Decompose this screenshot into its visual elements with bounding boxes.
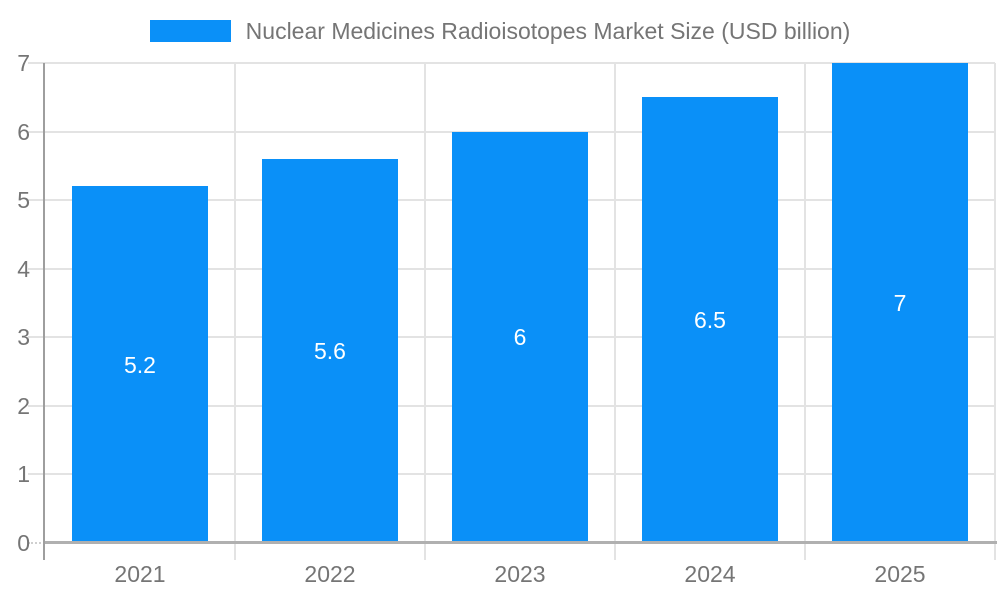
y-axis-tick-label: 7 [17, 50, 30, 76]
legend-swatch [149, 20, 231, 42]
bar-value-label: 6 [513, 324, 527, 350]
x-axis-tick-label: 2023 [494, 561, 546, 587]
bar-value-label: 6.5 [694, 307, 726, 333]
legend: Nuclear Medicines Radioisotopes Market S… [0, 18, 1000, 44]
bar-value-label: 7 [893, 290, 907, 316]
y-axis-tick-label: 1 [17, 461, 30, 488]
y-axis-tick-label: 5 [17, 187, 30, 214]
y-axis-tick-label: 0 [17, 530, 30, 556]
x-gridline [234, 63, 236, 560]
x-axis-tick-label: 2025 [874, 561, 926, 587]
bar [452, 131, 588, 543]
y-gridline [28, 62, 995, 64]
x-axis-tick-label: 2022 [304, 561, 356, 587]
x-gridline [614, 63, 616, 560]
y-zero-tick [28, 542, 45, 544]
bar [72, 186, 208, 543]
y-axis-tick-label: 4 [17, 255, 30, 282]
bar-value-label: 5.6 [314, 338, 346, 364]
bar [262, 159, 398, 543]
x-gridline [994, 63, 996, 560]
x-axis-tick-label: 2021 [114, 561, 166, 587]
x-gridline [804, 63, 806, 560]
x-axis-tick-label: 2024 [684, 561, 736, 587]
y-axis-tick-label: 3 [17, 324, 30, 351]
x-axis-baseline [45, 541, 997, 544]
y-axis-tick-label: 2 [17, 392, 30, 419]
y-axis-tick-label: 6 [17, 118, 30, 145]
x-gridline [424, 63, 426, 560]
y-axis-line [43, 63, 45, 560]
bar [832, 63, 968, 543]
legend-label: Nuclear Medicines Radioisotopes Market S… [245, 18, 851, 44]
bar [642, 97, 778, 543]
bar-value-label: 5.2 [124, 352, 156, 378]
